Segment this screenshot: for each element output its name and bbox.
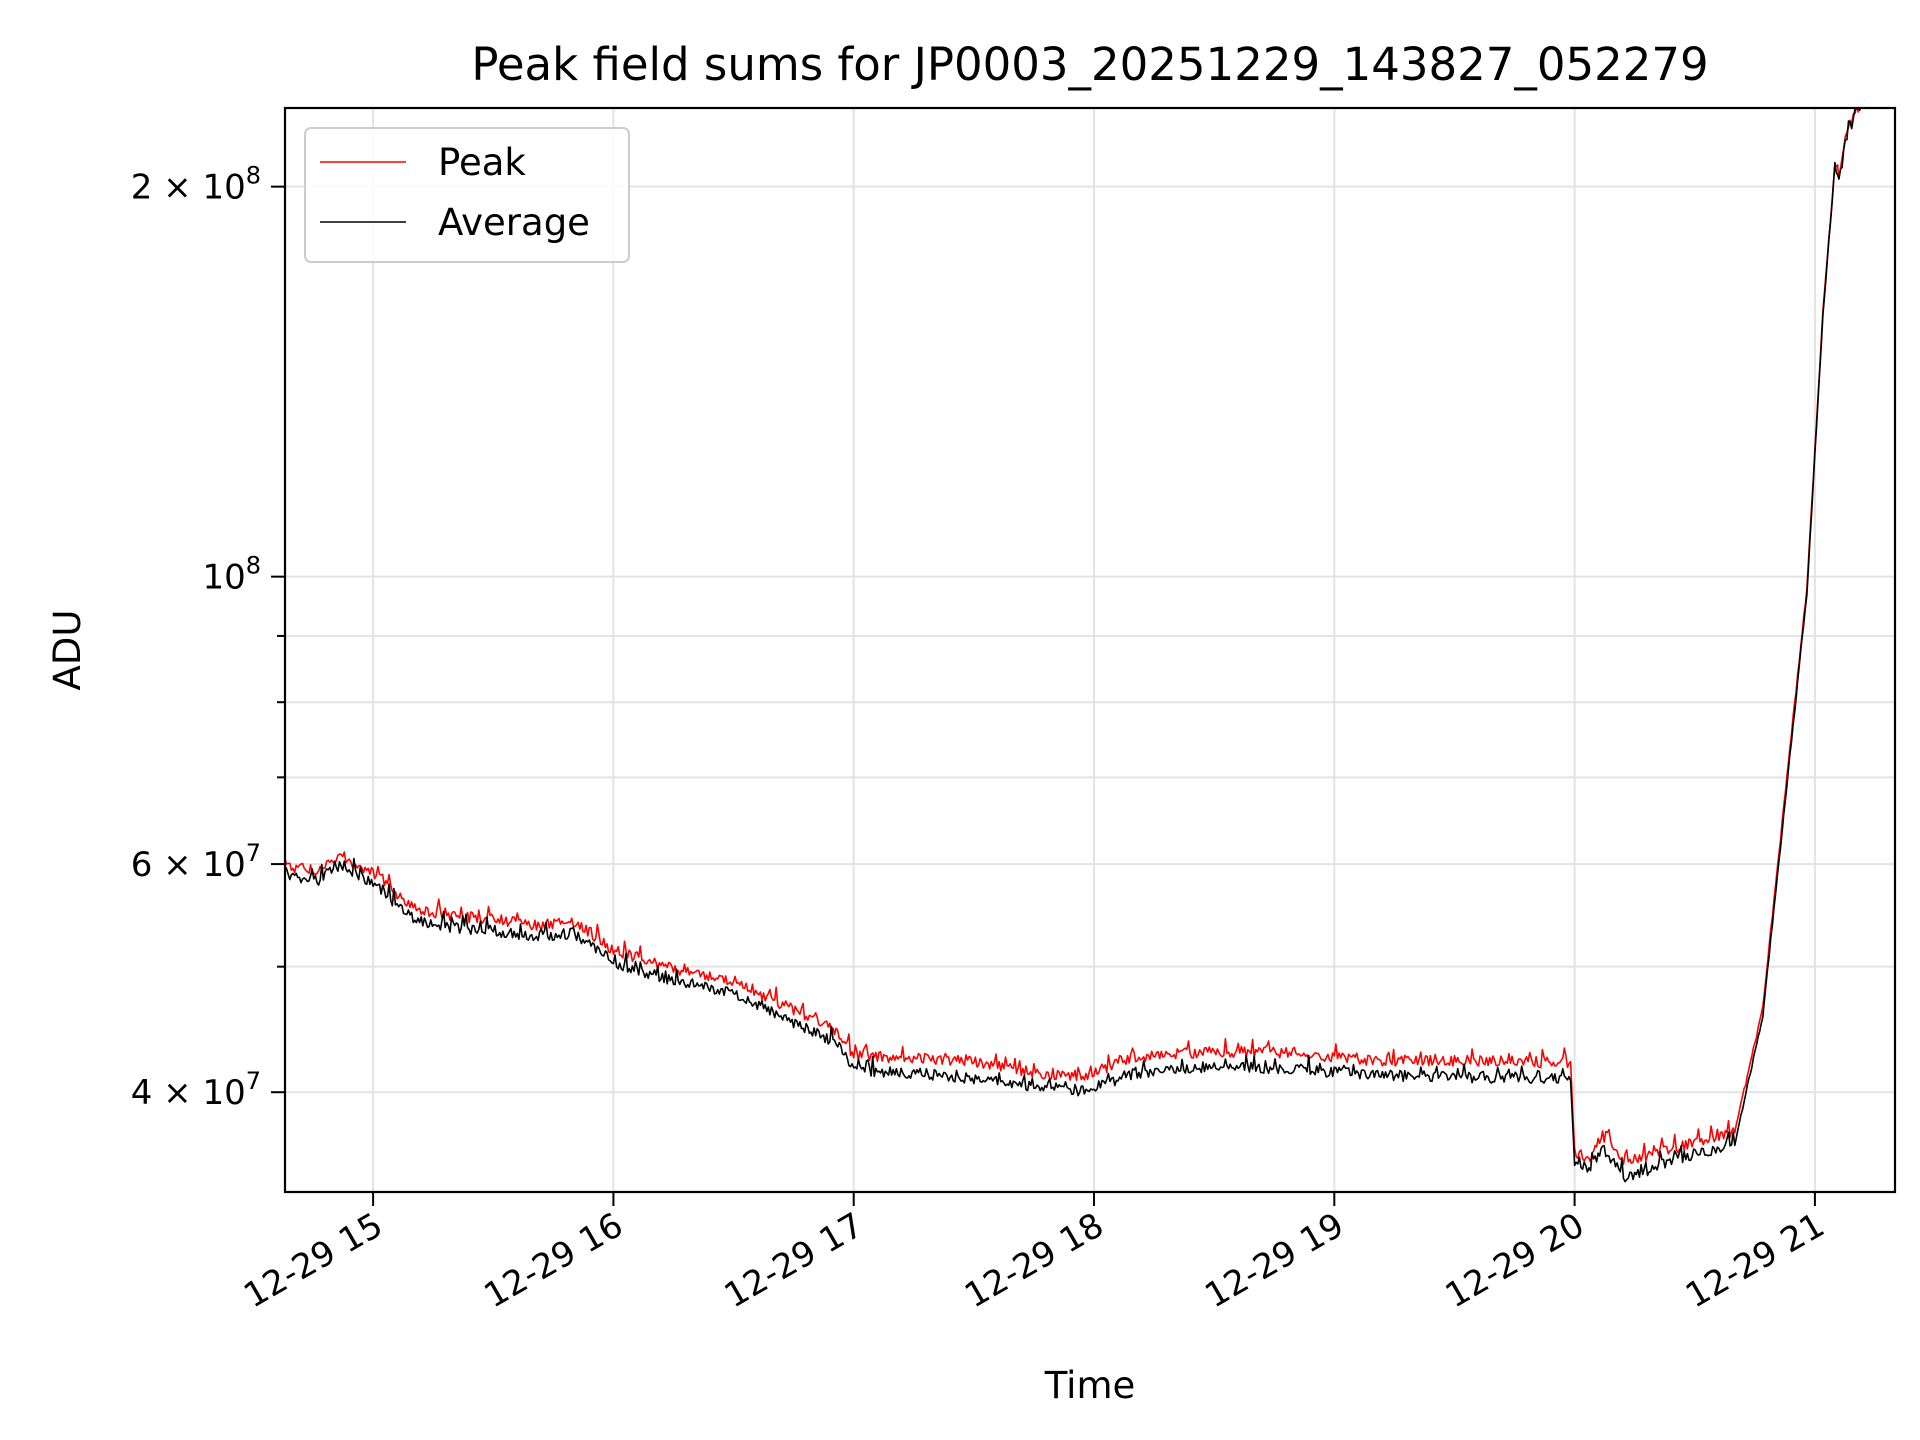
y-tick-label: 6 × 107 [131, 839, 261, 885]
y-tick-label: 2 × 108 [131, 162, 261, 208]
x-axis-label: Time [1044, 1364, 1136, 1407]
grid [285, 108, 1895, 1192]
x-tick-label: 12-29 21 [1679, 1205, 1831, 1316]
x-tick-label: 12-29 20 [1439, 1205, 1591, 1316]
y-axis-label: ADU [46, 610, 89, 691]
series-line-average [285, 108, 1862, 1183]
x-tick-label: 12-29 16 [478, 1205, 630, 1316]
legend-label-peak: Peak [438, 141, 526, 184]
x-tick-label: 12-29 19 [1198, 1205, 1350, 1316]
series-lines [285, 108, 1862, 1183]
x-tick-label: 12-29 15 [237, 1205, 389, 1316]
series-line-peak [285, 108, 1860, 1166]
x-tick-label: 12-29 17 [718, 1205, 870, 1316]
legend: Peak Average [304, 127, 630, 263]
x-tick-label: 12-29 18 [958, 1205, 1110, 1316]
legend-label-average: Average [438, 201, 590, 244]
chart-title: Peak field sums for JP0003_20251229_1438… [471, 38, 1708, 91]
axis-ticks: 12-29 15 12-29 16 12-29 17 12-29 18 12-29 19… [131, 162, 1832, 1317]
plot-frame [283, 106, 1897, 1194]
y-tick-label: 108 [202, 552, 261, 598]
y-tick-label: 4 × 107 [131, 1067, 261, 1113]
